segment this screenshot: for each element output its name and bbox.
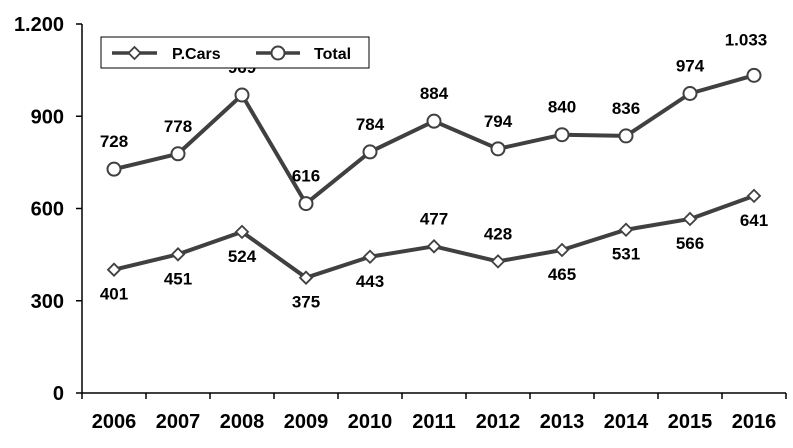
data-label: 616 — [292, 167, 320, 186]
x-tick-label: 2011 — [412, 411, 455, 433]
data-label: 974 — [676, 56, 705, 75]
data-label: 794 — [484, 112, 513, 131]
diamond-marker — [234, 224, 250, 240]
diamond-marker — [682, 211, 698, 227]
circle-marker — [490, 141, 506, 157]
data-label: 375 — [292, 293, 320, 312]
data-label: 566 — [676, 234, 704, 253]
circle-marker — [298, 196, 314, 212]
x-tick-label: 2015 — [668, 411, 713, 433]
legend-label: P.Cars — [172, 46, 221, 63]
circle-marker — [170, 146, 186, 162]
y-tick-label: 900 — [31, 106, 64, 128]
series-p-cars — [106, 188, 762, 285]
x-tick-label: 2012 — [476, 411, 521, 433]
legend-circle-marker — [270, 45, 286, 61]
diamond-marker — [170, 247, 186, 262]
series-total — [106, 67, 762, 212]
x-tick-label: 2014 — [604, 411, 649, 433]
data-label: 836 — [612, 99, 640, 118]
x-tick-label: 2010 — [348, 411, 393, 433]
diamond-marker — [746, 188, 762, 204]
y-tick-label: 1.200 — [14, 14, 64, 36]
circle-marker — [554, 127, 570, 143]
circle-marker — [106, 161, 122, 177]
data-label: 524 — [228, 247, 257, 266]
data-label: 531 — [612, 245, 640, 264]
diamond-marker — [490, 254, 506, 269]
data-label: 641 — [740, 211, 768, 230]
data-label: 477 — [420, 209, 448, 228]
series-line — [113, 194, 755, 280]
data-labels: 401 451 524 375 443 477 428 465 531 566 641 728 778 9… — [100, 30, 768, 311]
data-label: 401 — [100, 285, 128, 304]
data-label: 428 — [484, 224, 512, 243]
circle-marker — [618, 128, 634, 144]
x-tick-label: 2016 — [732, 411, 777, 433]
circle-marker — [362, 144, 378, 160]
x-tick-label: 2008 — [220, 411, 265, 433]
data-label: 451 — [164, 269, 192, 288]
circle-marker — [682, 85, 698, 101]
diamond-marker — [298, 270, 314, 285]
diamond-marker — [554, 242, 570, 258]
x-tick-label: 2009 — [284, 411, 329, 433]
legend-label: Total — [314, 46, 351, 63]
circle-marker — [234, 87, 250, 103]
circle-marker — [426, 113, 442, 129]
y-tick-label: 0 — [53, 383, 64, 405]
data-label: 784 — [356, 115, 385, 134]
data-label: 728 — [100, 132, 128, 151]
diamond-marker — [106, 262, 122, 277]
y-tick-label: 600 — [31, 199, 64, 221]
x-tick-label: 2006 — [92, 411, 137, 433]
y-tick-label: 300 — [31, 291, 64, 313]
data-label: 778 — [164, 117, 192, 136]
data-label: 1.033 — [725, 30, 768, 49]
data-label: 465 — [548, 265, 576, 284]
data-label: 840 — [548, 98, 576, 117]
diamond-marker — [362, 249, 378, 265]
series-layer — [106, 67, 762, 285]
circle-marker — [746, 67, 762, 83]
legend-diamond-marker — [127, 45, 142, 61]
axes: 0 300 600 900 1.200 2006 2007 2008 2009 2010 2011 2… — [14, 14, 787, 433]
x-tick-label: 2013 — [540, 411, 585, 433]
diamond-marker — [426, 239, 442, 254]
data-label: 443 — [356, 272, 384, 291]
data-label: 884 — [420, 84, 449, 103]
diamond-marker — [618, 222, 634, 237]
x-tick-label: 2007 — [156, 411, 201, 433]
legend: P.Cars Total — [100, 36, 370, 69]
